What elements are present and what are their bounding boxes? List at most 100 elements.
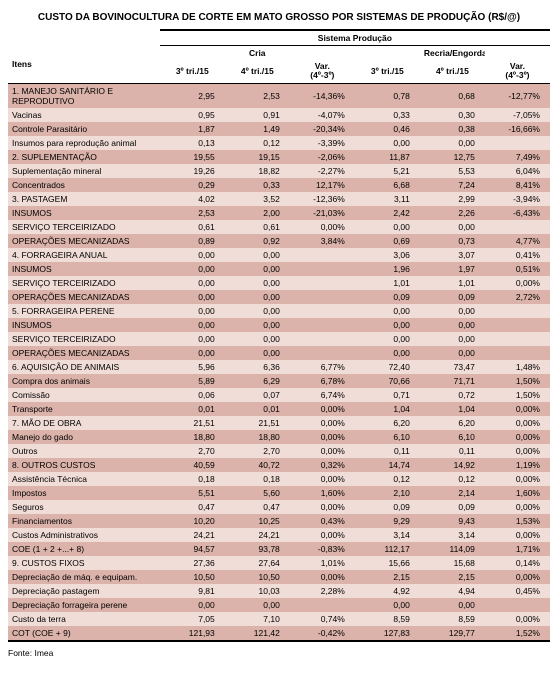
- table-row: OPERAÇÕES MECANIZADAS0,000,000,090,092,7…: [8, 290, 550, 304]
- cell: 6,77%: [290, 360, 355, 374]
- cell: 0,95: [160, 108, 225, 122]
- cell: 3,52: [225, 192, 290, 206]
- cell: 0,00%: [485, 472, 550, 486]
- table-row: Assistência Técnica0,180,180,00%0,120,12…: [8, 472, 550, 486]
- cell: 1,19%: [485, 458, 550, 472]
- cell: 12,75: [420, 150, 485, 164]
- cell: 0,00%: [290, 500, 355, 514]
- cell: 18,82: [225, 164, 290, 178]
- cell: 8,41%: [485, 178, 550, 192]
- cell: [290, 304, 355, 318]
- cell: [290, 332, 355, 346]
- cell: 0,00%: [485, 528, 550, 542]
- cell: 0,00%: [290, 528, 355, 542]
- cell: 0,00: [355, 220, 420, 234]
- cell: -12,77%: [485, 83, 550, 108]
- row-label: 6. AQUISIÇÃO DE ANIMAIS: [8, 360, 160, 374]
- cell: 0,12: [355, 472, 420, 486]
- cell: 0,72: [420, 388, 485, 402]
- table-title: CUSTO DA BOVINOCULTURA DE CORTE EM MATO …: [8, 8, 550, 29]
- row-label: SERVIÇO TERCEIRIZADO: [8, 276, 160, 290]
- cell: 0,45%: [485, 584, 550, 598]
- row-label: Comissão: [8, 388, 160, 402]
- table-row: Comissão0,060,076,74%0,710,721,50%: [8, 388, 550, 402]
- cell: [290, 248, 355, 262]
- cell: -14,36%: [290, 83, 355, 108]
- row-label: Custos Administrativos: [8, 528, 160, 542]
- cell: 0,00: [420, 346, 485, 360]
- cell: 2,00: [225, 206, 290, 220]
- row-label: Transporte: [8, 402, 160, 416]
- table-row: 8. OUTROS CUSTOS40,5940,720,32%14,7414,9…: [8, 458, 550, 472]
- cell: 0,33: [225, 178, 290, 192]
- cell: 2,15: [355, 570, 420, 584]
- cell: [485, 598, 550, 612]
- cell: 0,11: [420, 444, 485, 458]
- cell: 71,71: [420, 374, 485, 388]
- cell: 0,09: [420, 290, 485, 304]
- col-head-1: 4º tri./15: [225, 60, 290, 83]
- row-label: Depreciação forrageira perene: [8, 598, 160, 612]
- cell: 5,60: [225, 486, 290, 500]
- cell: 6,36: [225, 360, 290, 374]
- table-row: 5. FORRAGEIRA PERENE0,000,000,000,00: [8, 304, 550, 318]
- cell: 3,14: [355, 528, 420, 542]
- row-label: INSUMOS: [8, 318, 160, 332]
- cell: 127,83: [355, 626, 420, 640]
- table-row: Depreciação pastagem9,8110,032,28%4,924,…: [8, 584, 550, 598]
- cell: 0,00: [355, 598, 420, 612]
- table-row: 6. AQUISIÇÃO DE ANIMAIS5,966,366,77%72,4…: [8, 360, 550, 374]
- cell: 0,00%: [290, 430, 355, 444]
- cell: 10,50: [225, 570, 290, 584]
- cell: 0,47: [160, 500, 225, 514]
- cell: [485, 346, 550, 360]
- row-label: 3. PASTAGEM: [8, 192, 160, 206]
- row-label: 7. MÃO DE OBRA: [8, 416, 160, 430]
- cell: 7,24: [420, 178, 485, 192]
- cell: 0,00%: [290, 444, 355, 458]
- cell: 3,14: [420, 528, 485, 542]
- header-group-cria: Cria: [225, 46, 290, 61]
- cell: 0,68: [420, 83, 485, 108]
- cell: 5,51: [160, 486, 225, 500]
- row-label: Impostos: [8, 486, 160, 500]
- cell: 6,29: [225, 374, 290, 388]
- cell: 19,55: [160, 150, 225, 164]
- table-row: Controle Parasitário1,871,49-20,34%0,460…: [8, 122, 550, 136]
- header-itens: Itens: [8, 46, 160, 84]
- cell: 0,00%: [485, 570, 550, 584]
- cell: [290, 290, 355, 304]
- cell: 21,51: [160, 416, 225, 430]
- cell: 0,13: [160, 136, 225, 150]
- row-label: COT (COE + 9): [8, 626, 160, 640]
- header-group-recria: Recria/Engorda: [420, 46, 485, 61]
- cell: 0,61: [225, 220, 290, 234]
- cell: 0,00%: [485, 402, 550, 416]
- cell: 19,15: [225, 150, 290, 164]
- cell: 0,91: [225, 108, 290, 122]
- cell: 0,00: [225, 262, 290, 276]
- cell: 0,00: [420, 318, 485, 332]
- cost-table: Sistema Produção Itens Cria Recria/Engor…: [8, 29, 550, 640]
- row-label: INSUMOS: [8, 262, 160, 276]
- cell: 0,00: [160, 318, 225, 332]
- row-label: Concentrados: [8, 178, 160, 192]
- cell: 0,00%: [485, 444, 550, 458]
- cell: 0,41%: [485, 248, 550, 262]
- cell: 0,00: [160, 290, 225, 304]
- cell: 4,77%: [485, 234, 550, 248]
- cell: 0,00: [160, 332, 225, 346]
- cell: 94,57: [160, 542, 225, 556]
- cell: 0,00%: [485, 276, 550, 290]
- cell: 0,11: [355, 444, 420, 458]
- cell: 0,73: [420, 234, 485, 248]
- row-label: Controle Parasitário: [8, 122, 160, 136]
- cell: 12,17%: [290, 178, 355, 192]
- cell: 2,15: [420, 570, 485, 584]
- cell: 1,01%: [290, 556, 355, 570]
- cell: 0,46: [355, 122, 420, 136]
- table-row: 9. CUSTOS FIXOS27,3627,641,01%15,6615,68…: [8, 556, 550, 570]
- cell: 15,68: [420, 556, 485, 570]
- cell: 6,68: [355, 178, 420, 192]
- cell: 3,06: [355, 248, 420, 262]
